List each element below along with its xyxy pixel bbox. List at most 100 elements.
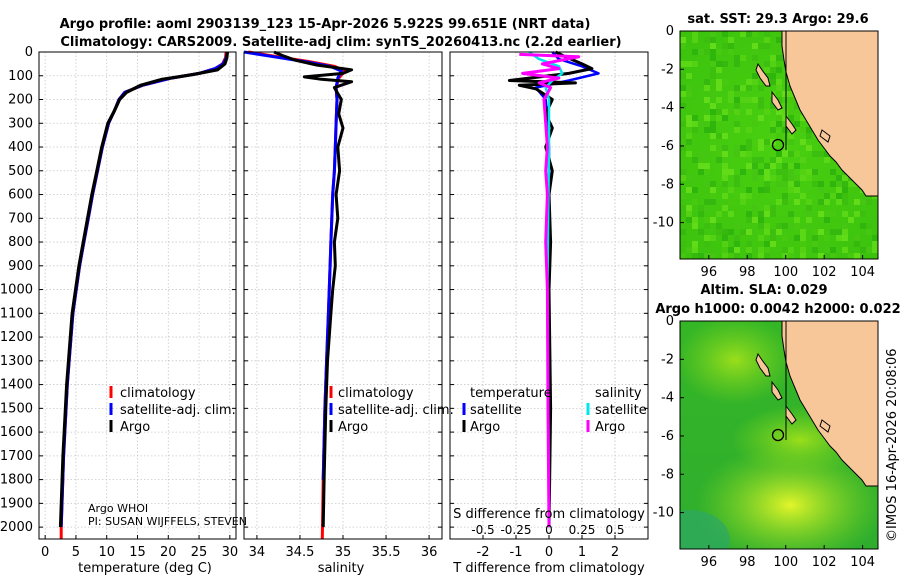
- sst-pixel: [782, 235, 788, 241]
- sst-pixel: [776, 181, 782, 187]
- sst-pixel: [866, 229, 872, 235]
- sst-pixel: [734, 121, 740, 127]
- sst-pixel: [704, 169, 710, 175]
- sst-pixel: [782, 175, 788, 181]
- map-y-tick-label: -6: [661, 139, 674, 154]
- sst-pixel: [692, 127, 698, 133]
- sst-pixel: [764, 67, 770, 73]
- sst-pixel: [782, 115, 788, 121]
- sst-pixel: [722, 109, 728, 115]
- sst-pixel: [788, 91, 794, 97]
- sla-land-mass: [781, 321, 878, 487]
- sst-pixel: [758, 157, 764, 163]
- sst-pixel: [722, 229, 728, 235]
- y-tick-label: 300: [8, 116, 33, 131]
- sst-pixel: [782, 169, 788, 175]
- sst-pixel: [824, 217, 830, 223]
- sst-pixel: [806, 133, 812, 139]
- sst-pixel: [752, 55, 758, 61]
- sst-pixel: [734, 247, 740, 253]
- sst-pixel: [746, 187, 752, 193]
- sst-pixel: [740, 229, 746, 235]
- sst-pixel: [692, 253, 698, 259]
- sst-pixel: [842, 247, 848, 253]
- sst-pixel: [770, 127, 776, 133]
- sst-pixel: [710, 187, 716, 193]
- sst-pixel: [860, 247, 866, 253]
- sst-pixel: [812, 151, 818, 157]
- sst-pixel: [716, 85, 722, 91]
- map-x-tick-label: 102: [812, 555, 837, 570]
- sla-island-1: [755, 352, 771, 377]
- sla-argo-marker: [771, 428, 785, 442]
- sst-pixel: [770, 121, 776, 127]
- sst-pixel: [800, 169, 806, 175]
- x-tick-label: -1: [510, 545, 523, 560]
- y-tick-label: 1500: [0, 401, 33, 416]
- sst-pixel: [806, 175, 812, 181]
- sst-pixel: [836, 181, 842, 187]
- y-tick-label: 500: [8, 164, 33, 179]
- sst-pixel: [680, 103, 686, 109]
- sst-pixel: [794, 223, 800, 229]
- figure-title-line2: Climatology: CARS2009. Satellite-adj cli…: [60, 35, 621, 50]
- sst-pixel: [734, 241, 740, 247]
- x-tick-label: 0: [545, 545, 553, 560]
- sla-island-4: [819, 419, 831, 433]
- sst-pixel: [692, 121, 698, 127]
- x-tick-label: 2: [611, 545, 619, 560]
- sst-pixel: [704, 181, 710, 187]
- sst-pixel: [818, 229, 824, 235]
- sst-pixel: [704, 79, 710, 85]
- sst-pixel: [824, 199, 830, 205]
- map-x-tick-label: 100: [773, 265, 798, 280]
- sst-pixel: [710, 55, 716, 61]
- sst-pixel: [710, 103, 716, 109]
- sst-pixel: [848, 253, 854, 259]
- sst-pixel: [854, 253, 860, 259]
- sst-pixel: [722, 175, 728, 181]
- sst-pixel: [716, 109, 722, 115]
- sst-pixel: [704, 97, 710, 103]
- sst-pixel: [782, 193, 788, 199]
- map-x-tick-label: 98: [739, 555, 756, 570]
- sst-pixel: [764, 109, 770, 115]
- sst-pixel: [698, 229, 704, 235]
- map-x-tick-label: 96: [701, 265, 718, 280]
- sst-pixel: [746, 139, 752, 145]
- map-y-tick-label: 0: [666, 24, 674, 39]
- sst-pixel: [830, 211, 836, 217]
- imos-watermark: ©IMOS 16-Apr-2026 20:08:06: [885, 348, 900, 542]
- sst-pixel: [752, 157, 758, 163]
- sst-pixel: [722, 247, 728, 253]
- y-tick-label: 100: [8, 69, 33, 84]
- sst-pixel: [704, 223, 710, 229]
- sst-pixel: [758, 43, 764, 49]
- x-tick-label: 36: [421, 545, 438, 560]
- legend3-sat-t-label: satellite: [470, 403, 522, 418]
- x-axis-label: temperature (deg C): [78, 561, 212, 576]
- sst-pixel: [710, 235, 716, 241]
- x-tick-label: 35.5: [372, 545, 401, 560]
- sst-pixel: [854, 241, 860, 247]
- sst-pixel: [764, 37, 770, 43]
- sst-pixel: [824, 157, 830, 163]
- series-line-argo: [273, 50, 354, 528]
- sst-pixel: [788, 97, 794, 103]
- map-x-tick-label: 104: [850, 555, 875, 570]
- sst-pixel: [710, 253, 716, 259]
- sst-pixel: [752, 97, 758, 103]
- x-axis-label: T difference from climatology: [452, 561, 645, 576]
- sst-pixel: [836, 199, 842, 205]
- sst-pixel: [680, 73, 686, 79]
- sst-pixel: [794, 175, 800, 181]
- sst-pixel: [734, 145, 740, 151]
- sst-pixel: [728, 211, 734, 217]
- sst-pixel: [734, 103, 740, 109]
- sst-pixel: [722, 115, 728, 121]
- y-tick-label: 1700: [0, 449, 33, 464]
- sst-pixel: [716, 61, 722, 67]
- sst-pixel: [764, 229, 770, 235]
- sst-pixel: [710, 145, 716, 151]
- sst-pixel: [704, 115, 710, 121]
